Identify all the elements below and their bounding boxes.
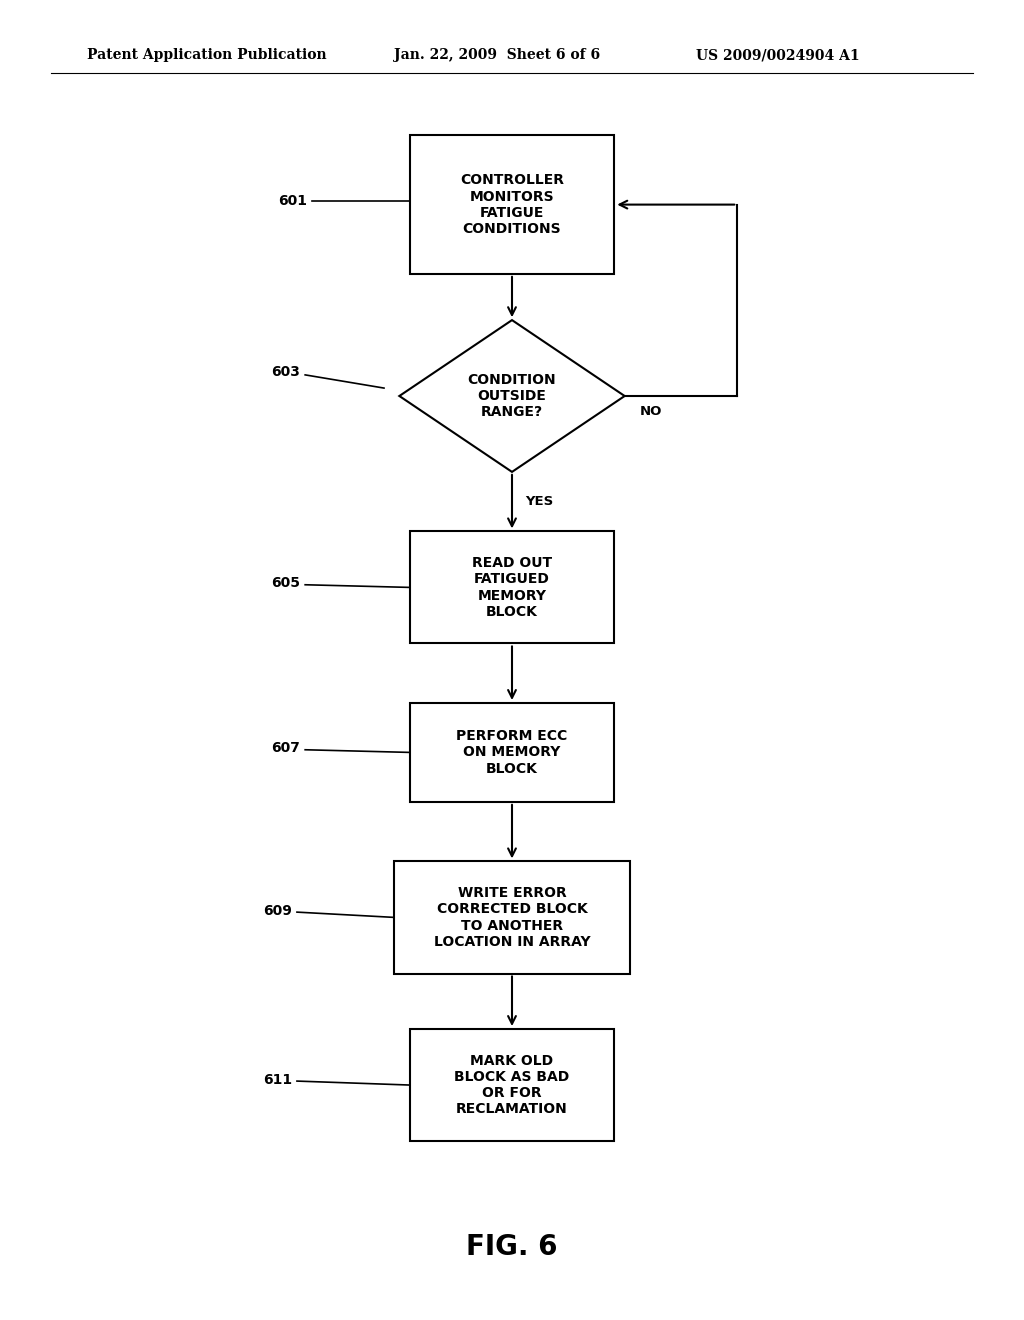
Text: PERFORM ECC
ON MEMORY
BLOCK: PERFORM ECC ON MEMORY BLOCK [457,729,567,776]
Text: Patent Application Publication: Patent Application Publication [87,49,327,62]
FancyBboxPatch shape [394,861,630,974]
FancyBboxPatch shape [410,531,614,643]
FancyBboxPatch shape [410,702,614,801]
Text: READ OUT
FATIGUED
MEMORY
BLOCK: READ OUT FATIGUED MEMORY BLOCK [472,556,552,619]
Text: WRITE ERROR
CORRECTED BLOCK
TO ANOTHER
LOCATION IN ARRAY: WRITE ERROR CORRECTED BLOCK TO ANOTHER L… [434,886,590,949]
Text: Jan. 22, 2009  Sheet 6 of 6: Jan. 22, 2009 Sheet 6 of 6 [394,49,600,62]
Text: CONDITION
OUTSIDE
RANGE?: CONDITION OUTSIDE RANGE? [468,372,556,420]
Text: CONTROLLER
MONITORS
FATIGUE
CONDITIONS: CONTROLLER MONITORS FATIGUE CONDITIONS [460,173,564,236]
FancyBboxPatch shape [410,1030,614,1140]
Text: 609: 609 [263,904,292,917]
Text: US 2009/0024904 A1: US 2009/0024904 A1 [696,49,860,62]
Text: FIG. 6: FIG. 6 [466,1233,558,1262]
Text: MARK OLD
BLOCK AS BAD
OR FOR
RECLAMATION: MARK OLD BLOCK AS BAD OR FOR RECLAMATION [455,1053,569,1117]
Text: 607: 607 [271,742,300,755]
FancyBboxPatch shape [410,135,614,275]
Text: NO: NO [640,405,663,418]
Text: 605: 605 [271,577,300,590]
Text: YES: YES [525,495,554,508]
Text: 603: 603 [271,366,300,379]
Text: 611: 611 [263,1073,292,1086]
Text: 601: 601 [279,194,307,207]
Polygon shape [399,321,625,473]
